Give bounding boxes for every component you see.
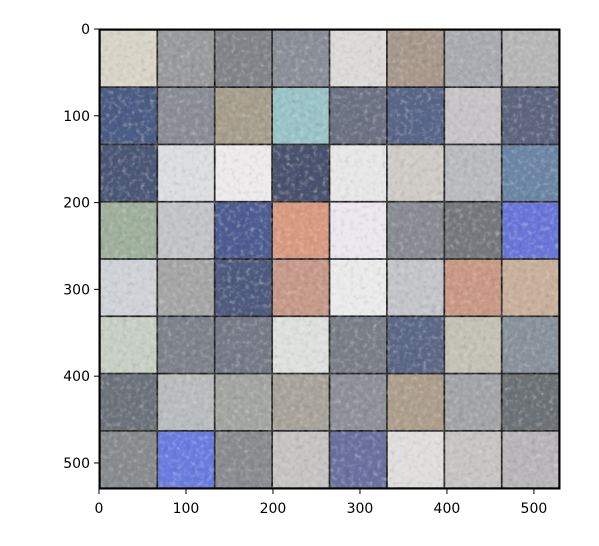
image-tile <box>330 431 387 488</box>
image-tile <box>502 431 559 488</box>
x-tick-label: 400 <box>434 501 461 517</box>
x-tick-label: 500 <box>521 501 548 517</box>
y-tick-label: 100 <box>63 109 90 125</box>
image-tile <box>158 259 214 316</box>
image-tile <box>330 259 387 316</box>
image-tile <box>330 30 387 87</box>
y-tick-label: 0 <box>81 22 90 38</box>
image-tile <box>215 30 272 87</box>
y-tick-label: 300 <box>63 282 90 298</box>
image-tile <box>158 431 214 488</box>
image-tile <box>215 259 272 316</box>
image-tile <box>330 317 387 373</box>
image-tile <box>387 202 444 259</box>
image-tile <box>100 431 157 488</box>
image-tile <box>330 202 387 259</box>
x-axis: 0 100 200 300 400 500 <box>95 489 548 517</box>
axes-frame <box>98 28 561 490</box>
image-tile <box>158 145 214 201</box>
image-tile <box>387 317 444 373</box>
image-tile <box>445 145 501 201</box>
image-tile <box>445 431 501 488</box>
y-tick-label: 200 <box>63 196 90 212</box>
image-tile <box>330 374 387 430</box>
image-tile <box>272 145 329 201</box>
x-tick-label: 200 <box>260 501 287 517</box>
image-tile <box>158 317 214 373</box>
image-tile <box>502 202 559 259</box>
image-tile <box>158 202 214 259</box>
image-tile <box>445 317 501 373</box>
image-tile <box>215 431 272 488</box>
image-tiles <box>100 30 559 488</box>
image-tile <box>272 317 329 373</box>
image-tile <box>502 88 559 144</box>
image-tile <box>387 88 444 144</box>
image-tile <box>330 145 387 201</box>
image-tile <box>100 145 157 201</box>
image-tile <box>330 88 387 144</box>
y-tick-label: 500 <box>63 456 90 472</box>
y-axis: 0 100 200 300 400 500 <box>63 22 99 472</box>
image-tile <box>272 30 329 87</box>
image-tile <box>272 431 329 488</box>
image-tile <box>502 145 559 201</box>
image-tile <box>100 317 157 373</box>
image-tile <box>387 431 444 488</box>
image-tile <box>502 259 559 316</box>
image-tile <box>387 259 444 316</box>
image-tile <box>502 30 559 87</box>
image-tile <box>100 88 157 144</box>
image-tile <box>502 317 559 373</box>
image-tile <box>502 374 559 430</box>
image-tile <box>158 88 214 144</box>
image-tile <box>158 30 214 87</box>
y-tick-label: 400 <box>63 369 90 385</box>
image-tile <box>215 374 272 430</box>
image-tile <box>215 202 272 259</box>
image-tile <box>215 145 272 201</box>
image-tile <box>215 317 272 373</box>
image-tile <box>100 30 157 87</box>
image-tile <box>272 202 329 259</box>
image-tile <box>445 88 501 144</box>
image-tile <box>215 88 272 144</box>
image-tile <box>272 259 329 316</box>
x-tick-label: 0 <box>95 501 104 517</box>
image-tile <box>387 374 444 430</box>
image-tile <box>272 374 329 430</box>
image-tile <box>100 202 157 259</box>
x-tick-label: 100 <box>173 501 200 517</box>
image-tile <box>100 374 157 430</box>
x-tick-label: 300 <box>347 501 374 517</box>
image-tile <box>158 374 214 430</box>
image-tile <box>272 88 329 144</box>
image-tile <box>445 259 501 316</box>
image-tile <box>445 30 501 87</box>
image-tile <box>100 259 157 316</box>
image-tile <box>445 202 501 259</box>
image-tile <box>387 145 444 201</box>
image-tile <box>387 30 444 87</box>
image-tile <box>445 374 501 430</box>
